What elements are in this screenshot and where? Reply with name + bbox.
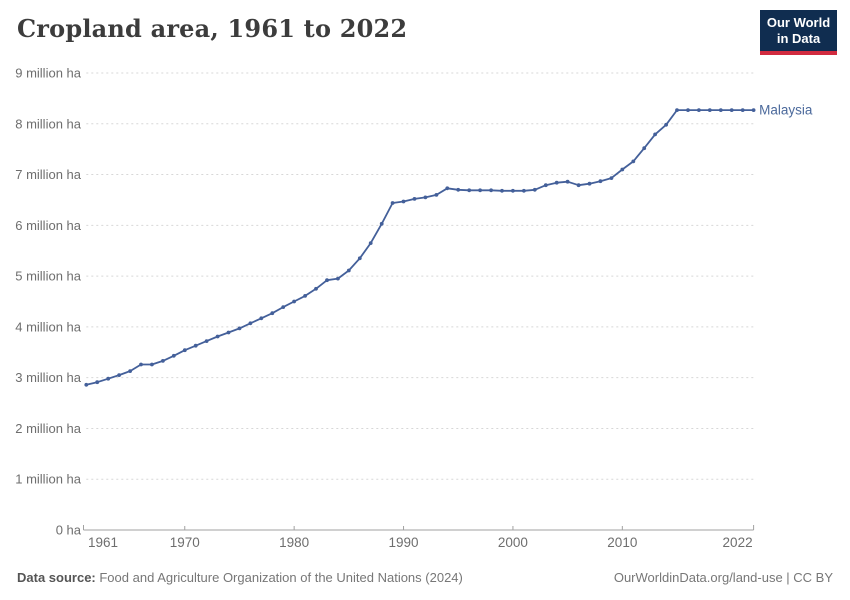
data-line[interactable] bbox=[85, 109, 755, 386]
y-axis-tick-label: 6 million ha bbox=[15, 218, 82, 233]
y-axis-tick-label: 9 million ha bbox=[15, 66, 82, 81]
series-entity-label[interactable]: Malaysia bbox=[759, 103, 813, 118]
x-axis-tick-label: 1970 bbox=[170, 535, 200, 550]
data-point-marker[interactable] bbox=[740, 108, 745, 112]
x-axis-tick-label: 2000 bbox=[498, 535, 528, 550]
x-axis-tick-label: 2010 bbox=[607, 535, 637, 550]
data-point-marker[interactable] bbox=[84, 382, 89, 387]
data-point-marker[interactable] bbox=[445, 186, 450, 191]
data-point-marker[interactable] bbox=[511, 188, 515, 193]
data-point-marker[interactable] bbox=[522, 188, 526, 193]
data-point-marker[interactable] bbox=[106, 376, 111, 381]
y-axis-tick-label: 0 ha bbox=[56, 523, 82, 538]
data-point-marker[interactable] bbox=[204, 339, 209, 343]
data-point-marker[interactable] bbox=[707, 108, 712, 112]
data-source-text: Food and Agriculture Organization of the… bbox=[95, 570, 463, 585]
data-point-marker[interactable] bbox=[598, 179, 603, 184]
data-point-marker[interactable] bbox=[500, 188, 504, 193]
data-point-marker[interactable] bbox=[587, 181, 592, 186]
data-point-marker[interactable] bbox=[281, 305, 286, 309]
data-point-marker[interactable] bbox=[609, 176, 614, 181]
data-point-marker[interactable] bbox=[117, 373, 121, 377]
data-point-marker[interactable] bbox=[620, 167, 625, 172]
line-chart: 0 ha 1 million ha 2 million ha 3 million ha… bbox=[15, 66, 813, 551]
data-point-marker[interactable] bbox=[751, 108, 756, 112]
data-point-marker[interactable] bbox=[292, 299, 296, 304]
data-point-marker[interactable] bbox=[226, 330, 231, 335]
data-point-marker[interactable] bbox=[390, 201, 395, 205]
data-point-marker[interactable] bbox=[434, 193, 439, 197]
data-point-marker[interactable] bbox=[642, 146, 647, 151]
owid-watermark-link[interactable]: OurWorldinData.org/land-use | CC BY bbox=[613, 570, 833, 585]
data-point-marker[interactable] bbox=[554, 180, 559, 185]
data-point-marker[interactable] bbox=[357, 256, 362, 261]
y-axis-tick-label: 5 million ha bbox=[15, 269, 82, 284]
data-point-marker[interactable] bbox=[171, 353, 176, 358]
data-point-marker[interactable] bbox=[412, 197, 417, 201]
y-axis-tick-label: 2 million ha bbox=[15, 421, 82, 436]
data-source-label: Data source: bbox=[17, 570, 96, 585]
data-point-marker[interactable] bbox=[664, 122, 668, 127]
data-point-marker[interactable] bbox=[379, 221, 384, 226]
x-axis-tick-label: 1980 bbox=[279, 535, 309, 550]
data-point-marker[interactable] bbox=[237, 326, 242, 331]
data-point-marker[interactable] bbox=[193, 343, 198, 348]
data-point-marker[interactable] bbox=[456, 187, 461, 192]
data-point-marker[interactable] bbox=[697, 108, 701, 112]
y-axis-tick-label: 1 million ha bbox=[15, 472, 82, 487]
data-point-marker[interactable] bbox=[653, 132, 657, 137]
y-axis-tick-label: 8 million ha bbox=[15, 116, 82, 131]
y-axis-tick-label: 7 million ha bbox=[15, 167, 82, 182]
data-point-marker[interactable] bbox=[675, 108, 679, 112]
data-point-marker[interactable] bbox=[686, 108, 690, 112]
x-axis-tick-label: 1990 bbox=[389, 535, 419, 550]
data-point-marker[interactable] bbox=[128, 369, 133, 373]
y-axis-tick-label: 3 million ha bbox=[15, 370, 82, 385]
data-point-marker[interactable] bbox=[182, 348, 187, 353]
x-axis-tick-label: 1961 bbox=[88, 535, 118, 550]
page-title: Cropland area, 1961 to 2022 bbox=[17, 14, 408, 43]
data-point-marker[interactable] bbox=[631, 159, 636, 164]
data-point-marker[interactable] bbox=[565, 179, 570, 184]
data-point-marker[interactable] bbox=[325, 278, 329, 283]
data-point-marker[interactable] bbox=[423, 195, 428, 200]
owid-logo-line2: in Data bbox=[776, 31, 821, 46]
chart-footer: Data source: Food and Agriculture Organi… bbox=[0, 566, 850, 592]
data-point-marker[interactable] bbox=[248, 321, 253, 326]
data-point-marker[interactable] bbox=[543, 183, 548, 188]
data-point-marker[interactable] bbox=[303, 294, 307, 298]
data-point-marker[interactable] bbox=[467, 188, 472, 193]
data-point-marker[interactable] bbox=[139, 362, 143, 367]
data-point-marker[interactable] bbox=[259, 316, 264, 321]
owid-logo-line1: Our World bbox=[766, 15, 831, 30]
data-point-marker[interactable] bbox=[161, 359, 165, 363]
x-axis-tick-label: 2022 bbox=[723, 535, 753, 550]
owid-logo[interactable]: Our World in Data bbox=[760, 10, 837, 55]
data-point-marker[interactable] bbox=[532, 187, 537, 192]
data-point-marker[interactable] bbox=[346, 268, 351, 273]
data-point-marker[interactable] bbox=[718, 108, 723, 112]
data-point-marker[interactable] bbox=[215, 334, 220, 339]
data-point-marker[interactable] bbox=[478, 188, 482, 193]
data-point-marker[interactable] bbox=[401, 199, 406, 204]
data-point-marker[interactable] bbox=[489, 188, 493, 193]
data-point-marker[interactable] bbox=[95, 380, 100, 385]
data-source: Data source: Food and Agriculture Organi… bbox=[17, 570, 463, 585]
data-point-marker[interactable] bbox=[368, 241, 373, 246]
data-point-marker[interactable] bbox=[336, 276, 340, 281]
data-point-marker[interactable] bbox=[270, 311, 275, 316]
y-axis-tick-label: 4 million ha bbox=[15, 319, 82, 334]
data-point-marker[interactable] bbox=[150, 362, 154, 367]
data-point-marker[interactable] bbox=[576, 183, 581, 188]
data-point-marker[interactable] bbox=[314, 286, 318, 291]
data-point-marker[interactable] bbox=[729, 108, 734, 112]
